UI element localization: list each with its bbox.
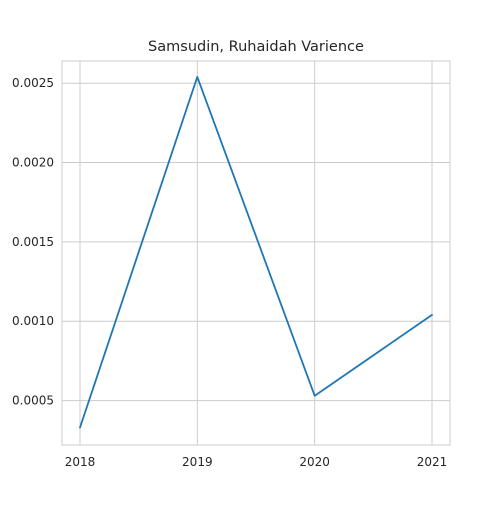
y-tick-label: 0.0005 — [12, 394, 54, 408]
y-tick-label: 0.0010 — [12, 314, 54, 328]
x-tick-label: 2020 — [299, 455, 330, 469]
plot-frame — [61, 60, 451, 446]
x-tick-label: 2018 — [65, 455, 96, 469]
x-tick-label: 2019 — [182, 455, 213, 469]
series-line — [79, 76, 433, 429]
y-tick-label: 0.0015 — [12, 235, 54, 249]
chart-title: Samsudin, Ruhaidah Varience — [148, 39, 364, 55]
y-tick-label: 0.0025 — [12, 76, 54, 90]
y-tick-label: 0.0020 — [12, 156, 54, 170]
x-tick-label: 2021 — [417, 455, 448, 469]
